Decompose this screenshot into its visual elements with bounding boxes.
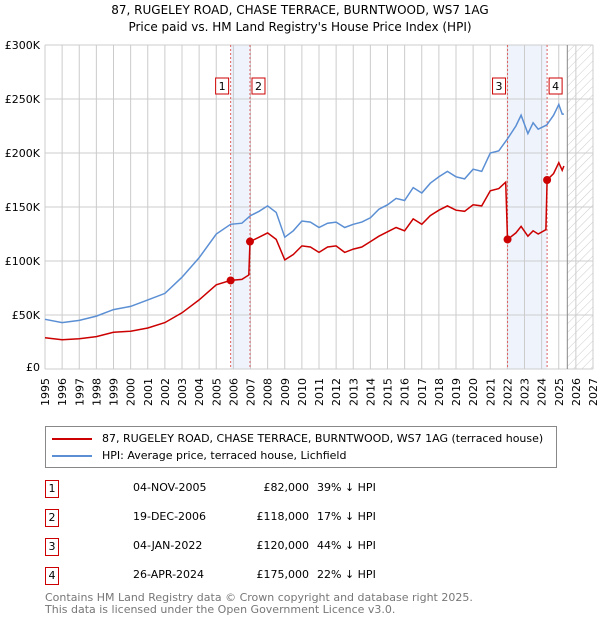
- price-chart: 87, RUGELEY ROAD, CHASE TERRACE, BURNTWO…: [5, 3, 600, 406]
- sale-row: 3 04-JAN-2022 £120,000 44% ↓ HPI: [45, 538, 465, 556]
- x-tick-label: 2012: [330, 378, 343, 406]
- sale-point-2: [245, 237, 254, 246]
- x-tick-label: 1997: [73, 378, 86, 406]
- x-tick-label: 2008: [262, 378, 275, 406]
- y-tick-label: £300K: [5, 39, 41, 52]
- y-tick-label: £150K: [5, 201, 41, 214]
- sale-hpi-diff: 44% ↓ HPI: [317, 539, 376, 552]
- sale-label-box-4: [548, 77, 563, 95]
- sale-date: 26-APR-2024: [133, 568, 205, 581]
- sale-number-badge: 4: [45, 567, 59, 585]
- x-tick-label: 2005: [210, 378, 223, 406]
- legend-label-hpi: HPI: Average price, terraced house, Lich…: [102, 449, 347, 462]
- x-tick-label: 2007: [245, 378, 258, 406]
- sale-price: £175,000: [256, 568, 310, 581]
- sale-number-badge: 1: [45, 480, 59, 498]
- footer-licence: This data is licensed under the Open Gov…: [45, 603, 396, 616]
- x-tick-label: 2004: [193, 378, 206, 406]
- sale-hpi-diff: 39% ↓ HPI: [317, 481, 376, 494]
- chart-title: 87, RUGELEY ROAD, CHASE TERRACE, BURNTWO…: [111, 3, 488, 17]
- y-tick-label: £100K: [5, 255, 41, 268]
- x-tick-label: 2006: [227, 378, 240, 406]
- chart-subtitle: Price paid vs. HM Land Registry's House …: [128, 20, 471, 34]
- sale-label-box-1: [215, 77, 230, 95]
- sale-row: 2 19-DEC-2006 £118,000 17% ↓ HPI: [45, 509, 465, 527]
- sale-point-3: [503, 235, 512, 244]
- legend-swatch-property: [52, 437, 92, 440]
- x-tick-label: 2009: [279, 378, 292, 406]
- y-tick-label: £0: [26, 361, 40, 374]
- sale-hpi-diff: 17% ↓ HPI: [317, 510, 376, 523]
- y-tick-label: £250K: [5, 93, 41, 106]
- property-price-line: [44, 160, 565, 341]
- x-tick-label: 2023: [519, 378, 532, 406]
- legend-swatch-hpi: [52, 454, 92, 457]
- sale-row: 1 04-NOV-2005 £82,000 39% ↓ HPI: [45, 480, 465, 498]
- sale-label-1: 1: [219, 80, 226, 93]
- footer: Contains HM Land Registry data © Crown c…: [45, 592, 473, 616]
- sale-label-2: 2: [255, 80, 262, 93]
- sale-date: 04-NOV-2005: [133, 481, 207, 494]
- y-tick-label: £200K: [5, 147, 41, 160]
- x-tick-label: 2020: [467, 378, 480, 406]
- x-tick-label: 1999: [108, 378, 121, 406]
- x-tick-label: 2019: [450, 378, 463, 406]
- sale-number-badge: 2: [45, 509, 59, 527]
- x-tick-label: 2018: [433, 378, 446, 406]
- sale-label-box-3: [492, 77, 507, 95]
- sale-label-4: 4: [552, 80, 559, 93]
- sale-date: 19-DEC-2006: [133, 510, 207, 523]
- x-tick-label: 1996: [56, 378, 69, 406]
- sale-row: 4 26-APR-2024 £175,000 22% ↓ HPI: [45, 567, 465, 585]
- legend-label-property: 87, RUGELEY ROAD, CHASE TERRACE, BURNTWO…: [102, 432, 544, 445]
- sale-point-1: [226, 276, 235, 285]
- x-tick-label: 1995: [39, 378, 52, 406]
- x-tick-label: 2010: [296, 378, 309, 406]
- hpi-line: [44, 102, 564, 324]
- y-tick-label: £50K: [12, 309, 41, 322]
- x-tick-label: 2022: [501, 378, 514, 406]
- x-tick-label: 2026: [570, 378, 583, 406]
- x-tick-label: 2025: [553, 378, 566, 406]
- sale-date: 04-JAN-2022: [133, 539, 203, 552]
- sale-price: £82,000: [263, 481, 310, 494]
- x-tick-label: 2024: [536, 378, 549, 406]
- x-tick-label: 2021: [484, 378, 497, 406]
- sale-label-box-2: [251, 77, 266, 95]
- x-tick-label: 2002: [159, 378, 172, 406]
- footer-copyright: Contains HM Land Registry data © Crown c…: [45, 591, 473, 604]
- x-tick-label: 2013: [347, 378, 360, 406]
- x-tick-label: 2017: [416, 378, 429, 406]
- sale-hpi-diff: 22% ↓ HPI: [317, 568, 376, 581]
- x-tick-label: 2001: [142, 378, 155, 406]
- x-tick-label: 2016: [399, 378, 412, 406]
- sale-price: £118,000: [256, 510, 310, 523]
- legend: 87, RUGELEY ROAD, CHASE TERRACE, BURNTWO…: [45, 426, 557, 468]
- x-tick-label: 1998: [90, 378, 103, 406]
- x-tick-label: 2003: [176, 378, 189, 406]
- x-tick-label: 2015: [382, 378, 395, 406]
- sale-label-3: 3: [496, 80, 503, 93]
- sale-price: £120,000: [256, 539, 310, 552]
- x-tick-label: 2027: [587, 378, 600, 406]
- x-tick-label: 2014: [364, 378, 377, 406]
- sale-point-4: [543, 176, 552, 184]
- sale-number-badge: 3: [45, 538, 59, 556]
- x-tick-label: 2011: [313, 378, 326, 406]
- x-tick-label: 2000: [125, 378, 138, 406]
